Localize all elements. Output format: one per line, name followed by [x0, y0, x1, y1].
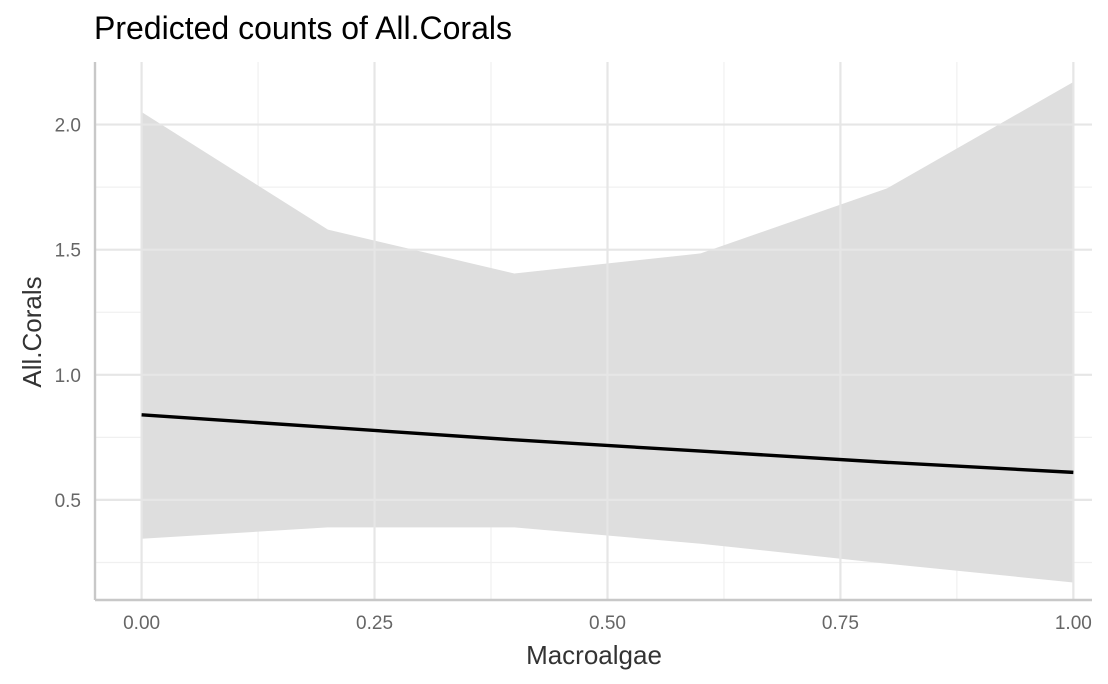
y-tick-label: 1.0	[55, 366, 81, 387]
y-tick-label: 0.5	[55, 491, 81, 512]
x-tick-labels: 0.00 0.25 0.50 0.75 1.00	[123, 613, 1092, 634]
y-axis-title: All.Corals	[17, 276, 47, 387]
y-tick-label: 1.5	[55, 241, 81, 262]
x-tick-label: 0.50	[589, 613, 626, 634]
x-tick-label: 0.75	[822, 613, 859, 634]
major-gridlines	[95, 62, 1092, 600]
x-tick-label: 0.00	[123, 613, 160, 634]
x-tick-label: 1.00	[1055, 613, 1092, 634]
y-tick-labels: 0.5 1.0 1.5 2.0	[55, 116, 81, 512]
prediction-line	[141, 413, 1074, 475]
x-axis-title: Macroalgae	[526, 640, 662, 670]
chart-title: Predicted counts of All.Corals	[94, 10, 512, 46]
x-tick-label: 0.25	[356, 613, 393, 634]
y-tick-label: 2.0	[55, 116, 81, 137]
